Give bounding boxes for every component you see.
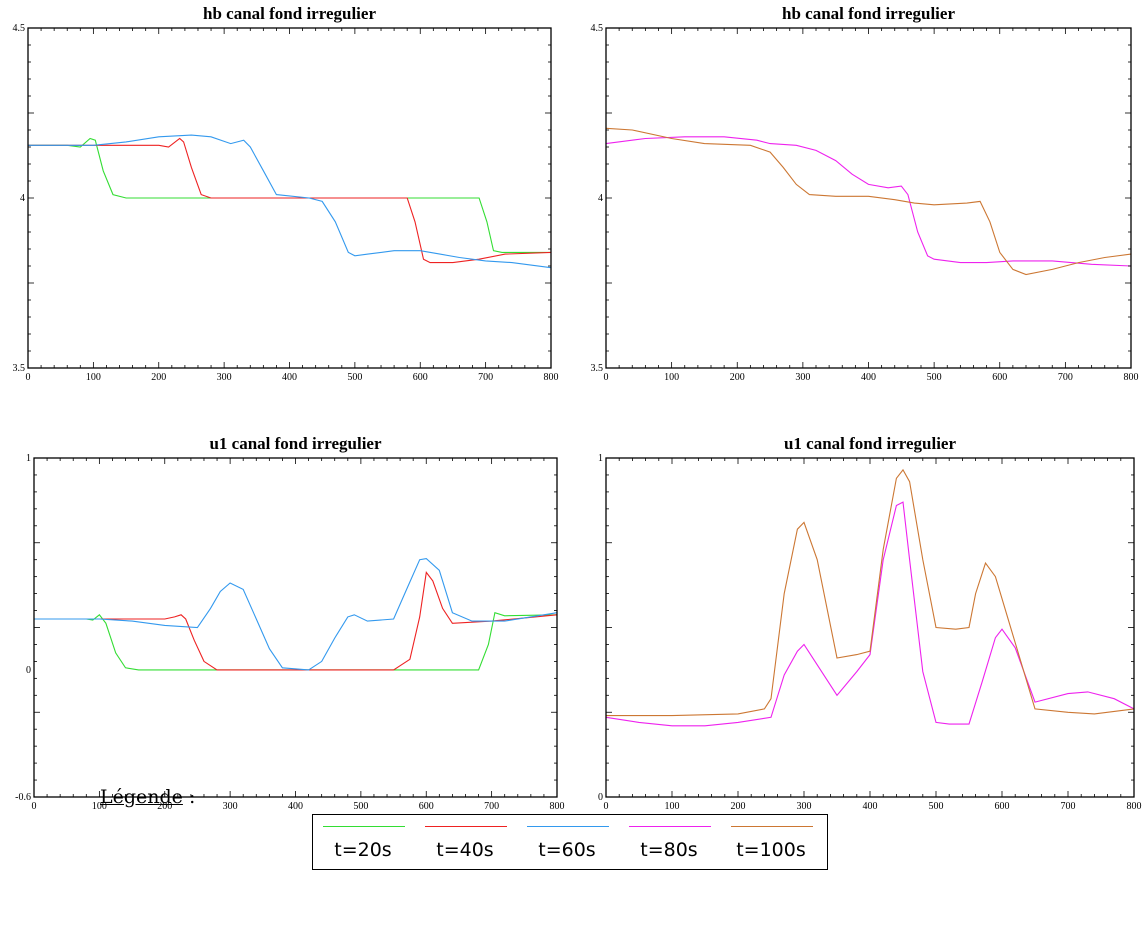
x-tick-label: 800 [1124,372,1139,383]
x-tick-label: 200 [731,801,746,812]
x-tick-label: 200 [151,372,166,383]
legend-swatch-1 [323,826,405,827]
x-tick-label: 500 [353,801,368,812]
legend-swatch-5 [731,826,813,827]
x-tick-label: 100 [92,801,107,812]
x-tick-label: 800 [544,372,559,383]
series-line-t=100s [605,127,1132,276]
series-line-t=40s [28,137,552,264]
y-tick-label: 3.5 [13,363,26,374]
x-tick-label: 100 [86,372,101,383]
x-tick-label: 200 [730,372,745,383]
plot-frame [33,457,558,798]
legend-label-2: t=40s [436,839,494,861]
y-tick-label: 4 [20,193,25,204]
y-tick-label: 1 [598,453,603,464]
x-tick-label: 700 [1061,801,1076,812]
series-line-t=60s [34,558,558,671]
plot-1: hb canal fond irregulier 0 100 200 300 400 500… [13,4,559,383]
legend-swatch-4 [629,826,711,827]
plot-3: u1 canal fond irregulier 0 100 200 300 400 500… [15,434,564,812]
x-tick-label: 700 [1058,372,1073,383]
x-tick-label: 400 [282,372,297,383]
series-line-t=60s [28,134,552,269]
x-tick-label: 0 [604,801,609,812]
x-tick-label: 800 [550,801,565,812]
x-tick-label: 600 [413,372,428,383]
legend-label-3: t=60s [538,839,596,861]
legend-swatch-3 [527,826,609,827]
series-line-t=100s [606,468,1135,717]
x-tick-label: 600 [995,801,1010,812]
x-tick-label: 700 [478,372,493,383]
series-line-t=80s [605,136,1132,267]
x-tick-label: 300 [797,801,812,812]
plot-title: u1 canal fond irregulier [209,434,381,453]
y-tick-label: 4.5 [591,23,604,34]
x-tick-label: 0 [26,372,31,383]
legend-item-1: t=20s [313,815,413,871]
legend-heading-text: Légende [100,786,183,808]
legend-item-3: t=60s [517,815,617,871]
legend-label-5: t=100s [736,839,806,861]
legend-item-5: t=100s [721,815,821,871]
legend-item-4: t=80s [619,815,719,871]
x-tick-label: 300 [217,372,232,383]
plot-title: u1 canal fond irregulier [784,434,956,453]
legend-label-4: t=80s [640,839,698,861]
y-tick-label: 4 [598,193,603,204]
x-tick-label: 300 [795,372,810,383]
x-tick-label: 700 [484,801,499,812]
y-tick-label: -0.6 [15,792,31,803]
x-tick-label: 100 [665,801,680,812]
y-tick-label: 0 [26,665,31,676]
y-tick-label: 0 [598,792,603,803]
legend-item-2: t=40s [415,815,515,871]
plot-title: hb canal fond irregulier [782,4,955,23]
x-tick-label: 100 [664,372,679,383]
series-line-t=80s [605,501,1135,727]
legend-label-1: t=20s [334,839,392,861]
x-tick-label: 600 [992,372,1007,383]
legend-swatch-2 [425,826,507,827]
legend-heading-colon: : [182,786,196,808]
x-tick-label: 500 [347,372,362,383]
x-tick-label: 800 [1127,801,1142,812]
plot-frame [605,27,1132,369]
x-tick-label: 500 [929,801,944,812]
x-tick-label: 500 [927,372,942,383]
plot-title: hb canal fond irregulier [203,4,376,23]
plot-2: hb canal fond irregulier 0 100 200 300 400 500… [591,4,1139,383]
x-tick-label: 400 [863,801,878,812]
legend-box: t=20s t=40s t=60s t=80s t=100s [312,814,828,870]
x-tick-label: 0 [604,372,609,383]
y-tick-label: 4.5 [13,23,26,34]
plot-4: u1 canal fond irregulier 0 100 200 300 400 500… [598,434,1142,812]
y-tick-label: 3.5 [591,363,604,374]
plot-frame [605,457,1135,798]
x-tick-label: 400 [861,372,876,383]
x-tick-label: 600 [419,801,434,812]
x-tick-label: 300 [223,801,238,812]
y-tick-label: 1 [26,453,31,464]
x-tick-label: 400 [288,801,303,812]
legend-heading: Légende : [100,786,195,808]
x-tick-label: 0 [32,801,37,812]
x-tick-label: 200 [157,801,172,812]
